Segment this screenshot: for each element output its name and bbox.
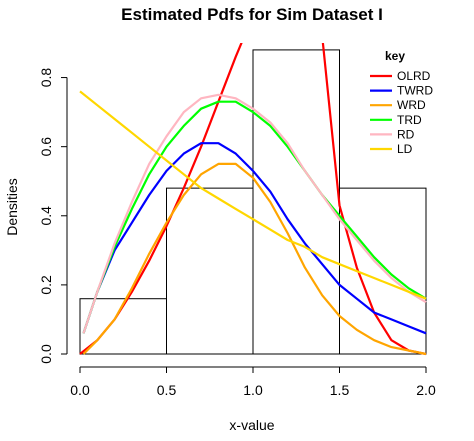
- series-line-ld: [79, 90, 427, 300]
- y-tick-label: 0.2: [38, 275, 54, 295]
- x-tick-label: 1.0: [243, 382, 263, 398]
- legend-title: key: [385, 49, 405, 63]
- y-tick-label: 0.0: [38, 344, 54, 364]
- legend-label-ld: LD: [397, 142, 413, 156]
- y-axis-label: Densities: [4, 178, 20, 236]
- series-line-olrd: [79, 43, 427, 356]
- histogram-bar: [339, 187, 427, 355]
- series-line-trd: [82, 100, 427, 334]
- legend-label-twrd: TWRD: [397, 84, 433, 98]
- chart-title: Estimated Pdfs for Sim Dataset I: [121, 5, 383, 24]
- y-tick-label: 0.8: [38, 68, 54, 88]
- x-tick-label: 0.5: [157, 382, 177, 398]
- x-tick-label: 0.0: [70, 382, 90, 398]
- x-tick-label: 1.5: [330, 382, 350, 398]
- y-axis: 0.0 0.2 0.4 0.6 0.8: [38, 68, 68, 364]
- series-line-wrd: [82, 162, 427, 356]
- x-axis-label: x-value: [229, 417, 274, 433]
- series-lines: [79, 43, 427, 356]
- legend-label-wrd: WRD: [397, 98, 426, 112]
- legend-label-rd: RD: [397, 127, 415, 141]
- x-axis: 0.0 0.5 1.0 1.5 2.0: [70, 366, 436, 398]
- x-tick-label: 2.0: [416, 382, 436, 398]
- y-tick-label: 0.4: [38, 206, 54, 226]
- series-line-rd: [82, 93, 427, 334]
- series-line-twrd: [82, 142, 427, 335]
- legend-label-olrd: OLRD: [397, 69, 431, 83]
- y-tick-label: 0.6: [38, 137, 54, 157]
- legend-label-trd: TRD: [397, 113, 422, 127]
